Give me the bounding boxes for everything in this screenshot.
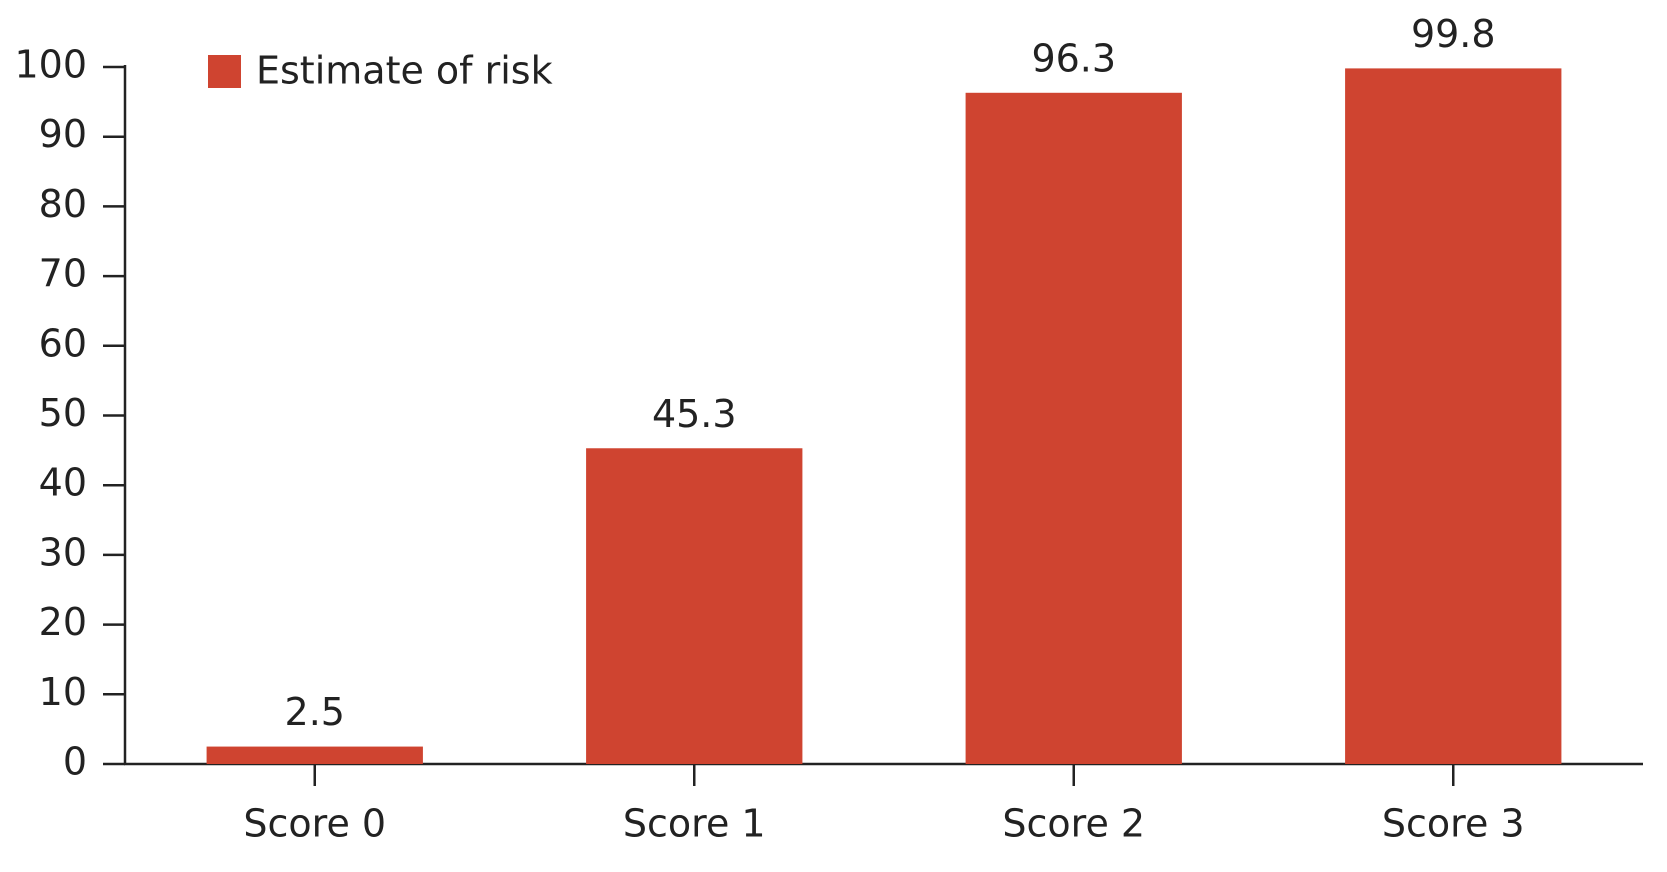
y-tick-label: 80 — [39, 182, 87, 226]
value-label: 45.3 — [652, 392, 737, 436]
value-label: 99.8 — [1411, 12, 1496, 56]
x-tick-label: Score 1 — [623, 802, 766, 846]
y-tick-label: 50 — [39, 391, 87, 435]
y-tick-label: 0 — [63, 740, 87, 784]
bar — [1345, 68, 1562, 765]
y-tick-label: 70 — [39, 252, 87, 296]
y-tick-label: 20 — [39, 600, 87, 644]
value-label: 96.3 — [1031, 36, 1116, 80]
x-tick-label: Score 3 — [1382, 802, 1525, 846]
legend-swatch — [208, 55, 241, 88]
x-tick-label: Score 0 — [243, 802, 386, 846]
y-tick-label: 40 — [39, 461, 87, 505]
y-tick-label: 100 — [14, 43, 87, 87]
value-label: 2.5 — [285, 690, 345, 734]
y-tick-label: 10 — [39, 670, 87, 714]
y-tick-label: 30 — [39, 530, 87, 574]
y-tick-label: 60 — [39, 321, 87, 365]
y-tick-label: 90 — [39, 112, 87, 156]
bar — [965, 92, 1182, 764]
legend-label: Estimate of risk — [256, 49, 553, 93]
bar — [586, 448, 803, 764]
bar — [206, 746, 423, 764]
x-tick-label: Score 2 — [1002, 802, 1145, 846]
